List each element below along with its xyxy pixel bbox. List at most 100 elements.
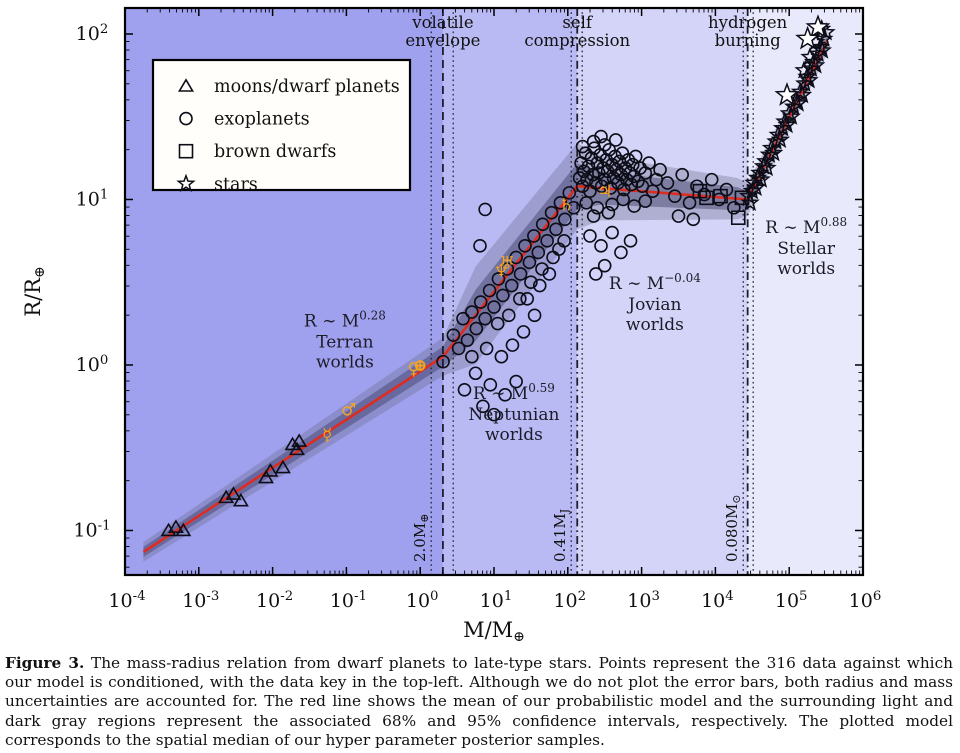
data-point-circle [572, 171, 587, 185]
data-point-square [178, 143, 194, 159]
solar-system-symbol: ♆ [494, 262, 509, 282]
power-law-label: R ∼ M0.88 [765, 215, 847, 238]
x-tick-label: 106 [849, 589, 882, 612]
data-point-circle [594, 129, 608, 144]
data-point-triangle [262, 463, 279, 477]
data-point-circle [513, 291, 527, 306]
data-point-circle [581, 159, 596, 174]
data-point-circle [478, 202, 492, 217]
world-class-label: Terran [316, 333, 373, 353]
data-point-star [812, 40, 833, 59]
data-point-star [799, 70, 819, 89]
data-point-star [800, 47, 820, 66]
data-point-circle [623, 234, 638, 248]
data-point-circle [575, 139, 590, 154]
data-point-circle [549, 222, 563, 237]
region-stellar [747, 8, 863, 575]
data-point-star [751, 169, 771, 188]
data-point-star [757, 157, 777, 177]
region-jovian [577, 8, 748, 575]
data-point-star [803, 51, 824, 71]
data-point-star [806, 55, 826, 74]
data-point-circle [465, 349, 479, 364]
data-point-star [781, 106, 802, 125]
data-point-circle [544, 205, 559, 220]
data-point-circle [583, 229, 597, 243]
data-point-circle [704, 172, 719, 187]
data-point-circle [668, 189, 682, 203]
series-solar-system-planets: ☿ ♂ ♀⊕ ♆♅ ♄ ♃ [322, 182, 612, 445]
data-point-circle [638, 194, 653, 208]
solar-system-symbol: ☿ [322, 425, 332, 445]
data-point-circle [446, 328, 461, 342]
data-point-circle [631, 174, 645, 189]
data-point-circle [553, 195, 568, 210]
solar-system-symbol: ♄ [559, 195, 574, 215]
data-point-circle [627, 199, 642, 213]
x-tick-label: 104 [701, 589, 734, 612]
data-point-circle [575, 179, 590, 194]
world-class-label: Jovian [626, 295, 681, 315]
data-point-star [797, 66, 817, 86]
world-class-label: worlds [626, 315, 684, 335]
data-point-circle [686, 212, 701, 227]
data-point-circle [589, 267, 603, 281]
data-point-triangle [178, 78, 194, 92]
data-point-star [744, 172, 764, 192]
data-point-triangle [218, 489, 235, 504]
boundary-top-label: hydrogen [708, 13, 788, 32]
data-point-triangle [175, 522, 192, 537]
x-tick-label: 100 [406, 589, 439, 612]
x-tick-label: 101 [480, 589, 513, 612]
data-point-circle [535, 262, 549, 276]
data-point-circle [535, 217, 550, 232]
data-point-circle [491, 272, 506, 286]
data-point-circle [628, 149, 643, 164]
data-point-triangle [257, 469, 274, 484]
data-point-circle [522, 255, 537, 270]
data-point-circle [653, 162, 667, 177]
data-point-circle [509, 374, 523, 389]
data-point-circle [597, 138, 612, 152]
boundary-value-label: 0.41MJ [551, 509, 571, 562]
solar-system-symbol: ⊕ [413, 356, 427, 376]
data-point-circle [594, 239, 608, 253]
data-point-star [774, 82, 800, 106]
data-point-circle [509, 250, 523, 265]
data-point-circle [494, 349, 509, 364]
x-tick-label: 102 [553, 589, 586, 612]
data-point-circle [697, 187, 712, 202]
figure-caption-label: Figure 3. [5, 654, 85, 672]
data-point-circle [605, 157, 619, 172]
solar-system-symbol: ♅ [500, 253, 515, 273]
data-point-triangle [291, 433, 308, 447]
boundary-top-label: burning [715, 31, 782, 50]
figure-caption: Figure 3. The mass-radius relation from … [5, 654, 953, 750]
data-point-circle [605, 225, 619, 240]
data-point-star [764, 142, 784, 162]
x-tick-label: 103 [627, 589, 660, 612]
data-point-triangle [160, 522, 177, 537]
data-point-circle [473, 239, 487, 253]
data-point-circle [566, 200, 581, 215]
data-point-circle [501, 308, 516, 323]
data-point-triangle [225, 486, 242, 500]
world-class-label: worlds [777, 259, 835, 279]
data-point-circle [483, 378, 498, 392]
data-point-circle [558, 212, 572, 227]
legend-label: exoplanets [214, 110, 310, 130]
data-point-circle [590, 200, 605, 215]
data-point-circle [601, 205, 616, 220]
data-point-square [713, 188, 728, 204]
boundary-top-label: self [562, 13, 594, 32]
data-point-star [176, 173, 196, 193]
data-point-circle [469, 321, 484, 336]
data-point-circle [609, 162, 624, 177]
x-tick-label: 105 [775, 589, 808, 612]
